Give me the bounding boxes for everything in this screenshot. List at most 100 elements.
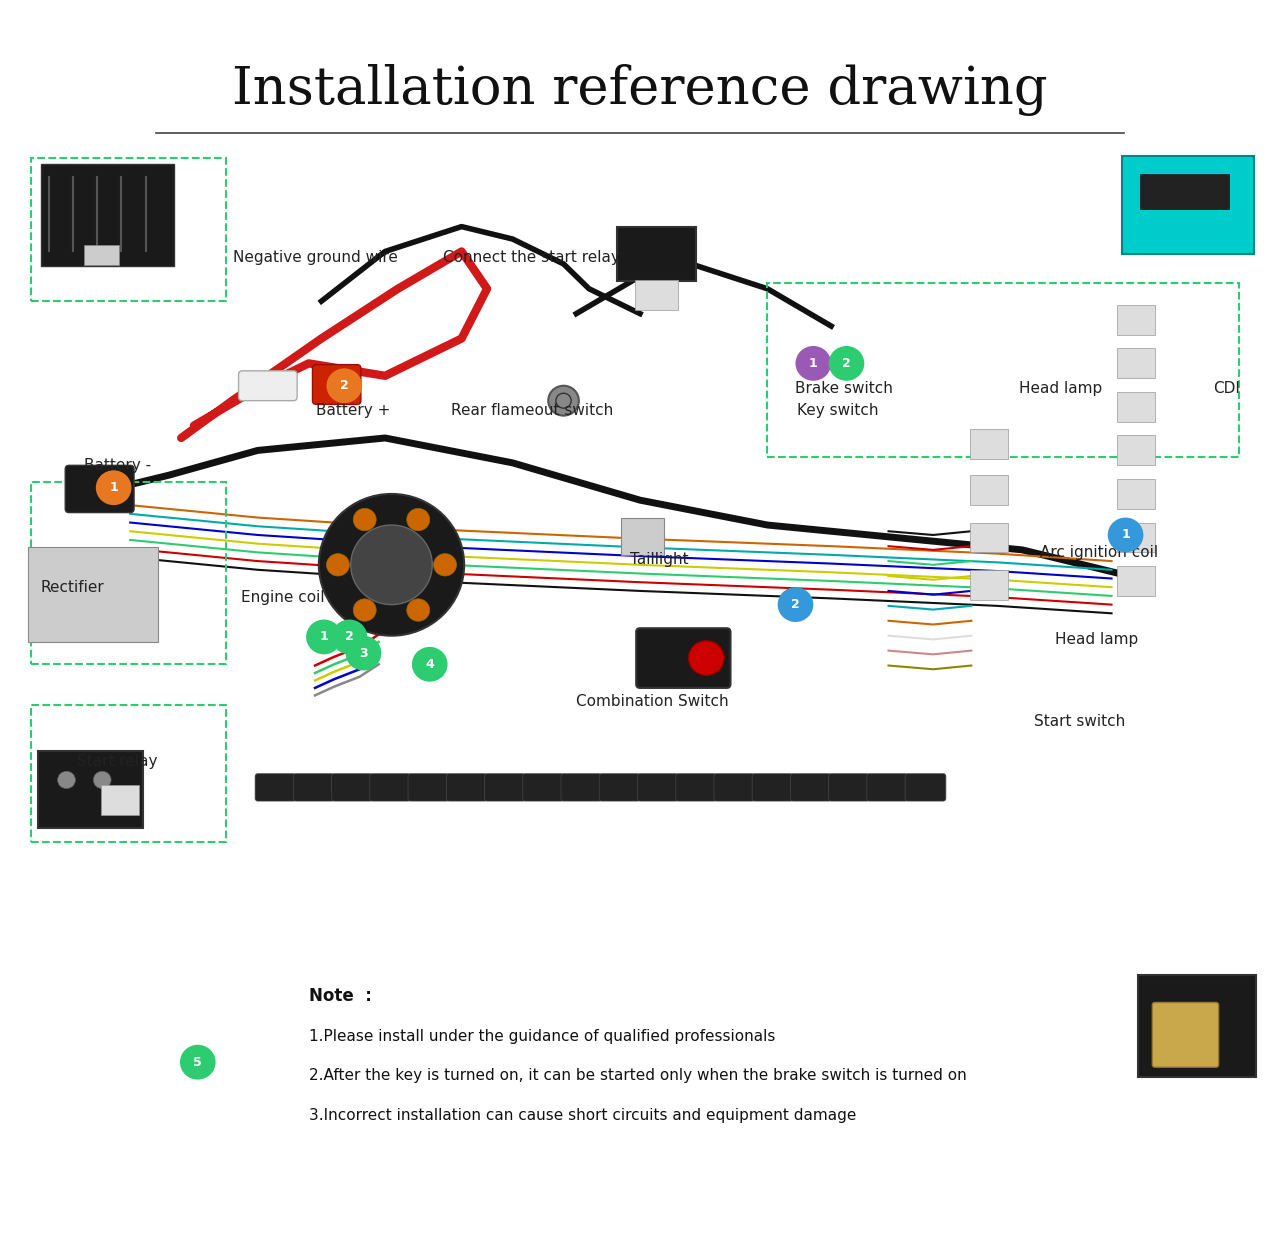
Circle shape — [326, 553, 349, 576]
FancyBboxPatch shape — [1116, 566, 1155, 596]
FancyBboxPatch shape — [447, 773, 488, 801]
Text: 1: 1 — [809, 357, 818, 370]
Text: 1: 1 — [320, 631, 328, 643]
Circle shape — [326, 368, 362, 403]
Text: Head lamp: Head lamp — [1055, 632, 1138, 647]
Circle shape — [407, 508, 430, 531]
FancyBboxPatch shape — [635, 280, 678, 310]
Circle shape — [319, 493, 465, 636]
Text: 2: 2 — [346, 631, 353, 643]
FancyBboxPatch shape — [312, 365, 361, 405]
FancyBboxPatch shape — [970, 430, 1009, 460]
Text: Battery +: Battery + — [316, 403, 390, 418]
Text: 2.After the key is turned on, it can be started only when the brake switch is tu: 2.After the key is turned on, it can be … — [308, 1068, 966, 1083]
FancyBboxPatch shape — [637, 773, 678, 801]
FancyBboxPatch shape — [1139, 175, 1229, 209]
FancyBboxPatch shape — [101, 784, 140, 814]
Text: Engine coil: Engine coil — [242, 590, 325, 605]
FancyBboxPatch shape — [905, 773, 946, 801]
FancyBboxPatch shape — [332, 773, 372, 801]
Text: Start relay: Start relay — [77, 754, 157, 769]
Circle shape — [828, 346, 864, 381]
Circle shape — [306, 620, 342, 654]
FancyBboxPatch shape — [970, 570, 1009, 600]
FancyBboxPatch shape — [1138, 975, 1256, 1077]
FancyBboxPatch shape — [828, 773, 869, 801]
Text: 3: 3 — [360, 647, 367, 659]
FancyBboxPatch shape — [408, 773, 449, 801]
Text: Taillight: Taillight — [630, 552, 689, 567]
FancyBboxPatch shape — [636, 628, 731, 688]
Text: Start switch: Start switch — [1034, 714, 1125, 729]
Text: Arc ignition coil: Arc ignition coil — [1039, 545, 1158, 560]
Text: Rear flameout switch: Rear flameout switch — [451, 403, 613, 418]
Circle shape — [180, 1044, 215, 1079]
Circle shape — [96, 471, 132, 505]
FancyBboxPatch shape — [1152, 1003, 1219, 1067]
FancyBboxPatch shape — [38, 752, 143, 828]
Text: 1.Please install under the guidance of qualified professionals: 1.Please install under the guidance of q… — [308, 1029, 774, 1044]
FancyBboxPatch shape — [370, 773, 411, 801]
Text: Combination Switch: Combination Switch — [576, 694, 730, 709]
FancyBboxPatch shape — [238, 371, 297, 401]
Circle shape — [412, 647, 448, 682]
FancyBboxPatch shape — [599, 773, 640, 801]
FancyBboxPatch shape — [485, 773, 525, 801]
FancyBboxPatch shape — [522, 773, 563, 801]
Circle shape — [1107, 517, 1143, 552]
FancyBboxPatch shape — [617, 226, 696, 281]
Circle shape — [353, 598, 376, 621]
FancyBboxPatch shape — [1116, 348, 1155, 378]
Circle shape — [795, 346, 831, 381]
FancyBboxPatch shape — [255, 773, 296, 801]
FancyBboxPatch shape — [867, 773, 908, 801]
Circle shape — [434, 553, 457, 576]
Circle shape — [407, 598, 430, 621]
Text: Battery -: Battery - — [84, 458, 151, 473]
FancyBboxPatch shape — [1121, 156, 1254, 254]
FancyBboxPatch shape — [84, 245, 119, 265]
Circle shape — [353, 508, 376, 531]
Text: 1: 1 — [109, 481, 118, 495]
FancyBboxPatch shape — [970, 522, 1009, 552]
Text: 1: 1 — [1121, 528, 1130, 542]
Circle shape — [778, 587, 813, 622]
FancyBboxPatch shape — [970, 476, 1009, 505]
Text: Key switch: Key switch — [796, 403, 878, 418]
FancyBboxPatch shape — [1116, 305, 1155, 335]
Text: Head lamp: Head lamp — [1019, 381, 1102, 396]
Text: 2: 2 — [791, 598, 800, 611]
Circle shape — [332, 620, 367, 654]
Circle shape — [689, 641, 724, 676]
Text: CDI: CDI — [1213, 381, 1240, 396]
FancyBboxPatch shape — [1116, 436, 1155, 466]
FancyBboxPatch shape — [1116, 392, 1155, 422]
FancyBboxPatch shape — [65, 466, 134, 512]
Circle shape — [346, 636, 381, 671]
FancyBboxPatch shape — [561, 773, 602, 801]
Text: Connect the start relay: Connect the start relay — [443, 250, 620, 265]
Text: Installation reference drawing: Installation reference drawing — [232, 64, 1048, 116]
Text: 4: 4 — [425, 658, 434, 671]
FancyBboxPatch shape — [621, 517, 664, 555]
Circle shape — [58, 771, 76, 788]
Text: Brake switch: Brake switch — [795, 381, 893, 396]
Text: 3.Incorrect installation can cause short circuits and equipment damage: 3.Incorrect installation can cause short… — [308, 1108, 856, 1123]
FancyBboxPatch shape — [753, 773, 792, 801]
FancyBboxPatch shape — [714, 773, 755, 801]
Text: Rectifier: Rectifier — [41, 580, 105, 595]
Text: 5: 5 — [193, 1055, 202, 1069]
Text: 2: 2 — [340, 380, 348, 392]
Text: Note  :: Note : — [308, 987, 371, 1005]
Circle shape — [351, 525, 433, 605]
FancyBboxPatch shape — [1116, 522, 1155, 552]
FancyBboxPatch shape — [1116, 480, 1155, 508]
FancyBboxPatch shape — [676, 773, 717, 801]
Circle shape — [93, 771, 111, 788]
FancyBboxPatch shape — [790, 773, 831, 801]
FancyBboxPatch shape — [293, 773, 334, 801]
FancyBboxPatch shape — [28, 547, 159, 642]
Text: Negative ground wire: Negative ground wire — [233, 250, 398, 265]
FancyBboxPatch shape — [41, 165, 174, 266]
Circle shape — [548, 386, 579, 416]
